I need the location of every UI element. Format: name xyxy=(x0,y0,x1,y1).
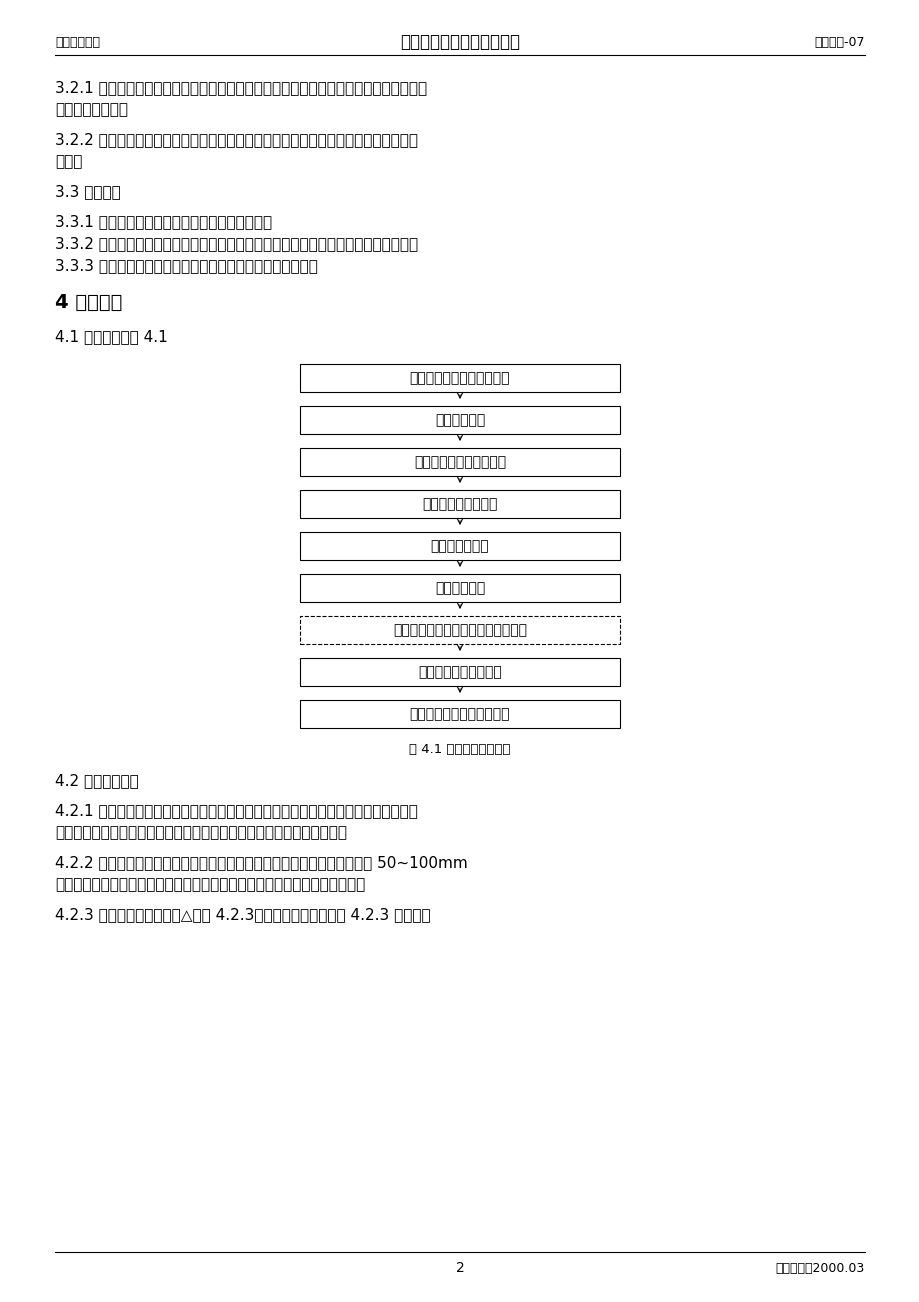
Text: 4 施工工艺: 4 施工工艺 xyxy=(55,293,122,312)
Text: 4.2.1 内管下料前，应对施工图纸各部分尺寸，技术要求，选用材料配件认真校核，合: 4.2.1 内管下料前，应对施工图纸各部分尺寸，技术要求，选用材料配件认真校核，… xyxy=(55,803,417,818)
Text: 编制日期：2000.03: 编制日期：2000.03 xyxy=(775,1262,864,1275)
FancyBboxPatch shape xyxy=(300,448,619,477)
Text: 4.2 内、外管下料: 4.2 内、外管下料 xyxy=(55,773,139,788)
Text: 工艺管道-07: 工艺管道-07 xyxy=(813,35,864,48)
FancyBboxPatch shape xyxy=(300,365,619,392)
FancyBboxPatch shape xyxy=(300,574,619,602)
Text: 恒温箱、吊车等。: 恒温箱、吊车等。 xyxy=(55,102,128,117)
Text: 压力管道安装: 压力管道安装 xyxy=(55,35,100,48)
Text: 3.3.2 安装现场的土建、设备已经安装结束，并已办理交接手续，符合管线安装条件。: 3.3.2 安装现场的土建、设备已经安装结束，并已办理交接手续，符合管线安装条件… xyxy=(55,236,417,251)
Text: 在内管上套、装外管: 在内管上套、装外管 xyxy=(422,497,497,510)
Text: 内管安装定位块、缓冲板: 内管安装定位块、缓冲板 xyxy=(414,454,505,469)
Text: 夹套管预制、安装通用工艺: 夹套管预制、安装通用工艺 xyxy=(400,33,519,51)
FancyBboxPatch shape xyxy=(300,490,619,518)
Text: 2: 2 xyxy=(455,1262,464,1275)
Text: 3.2.1 施工设备：弯管机、手提式磁力电钻、坡口机、电焊机、氩弧焊机、焊条烘干箱、: 3.2.1 施工设备：弯管机、手提式磁力电钻、坡口机、电焊机、氩弧焊机、焊条烘干… xyxy=(55,79,426,95)
Text: 3.3 作业条件: 3.3 作业条件 xyxy=(55,184,120,199)
FancyBboxPatch shape xyxy=(300,406,619,434)
Text: 外管组对、焊接、检验: 外管组对、焊接、检验 xyxy=(417,665,502,680)
Text: 内管焊接检验: 内管焊接检验 xyxy=(435,581,484,595)
Text: 4.1 施工程序见图 4.1: 4.1 施工程序见图 4.1 xyxy=(55,329,167,344)
Text: 内外管系统强度试验及吹扫: 内外管系统强度试验及吹扫 xyxy=(409,707,510,721)
Text: 图 4.1 夹套管施工程序图: 图 4.1 夹套管施工程序图 xyxy=(409,743,510,756)
FancyBboxPatch shape xyxy=(300,658,619,686)
Text: 3.3.3 管子、管件及阀门等已检验合格，符合有关规范要求。: 3.3.3 管子、管件及阀门等已检验合格，符合有关规范要求。 xyxy=(55,258,318,273)
Text: 内管组对、焊接: 内管组对、焊接 xyxy=(430,539,489,553)
Text: 内管强度试验与吹扫（焊逢隐蔽式）: 内管强度试验与吹扫（焊逢隐蔽式） xyxy=(392,622,527,637)
FancyBboxPatch shape xyxy=(300,533,619,560)
Text: 内、外管下料: 内、外管下料 xyxy=(435,413,484,427)
FancyBboxPatch shape xyxy=(300,616,619,644)
Text: 为宜。对坡度、垫片厚度、支吊架位置、焊逢布局、检测点开孔等综合考虑。: 为宜。对坡度、垫片厚度、支吊架位置、焊逢布局、检测点开孔等综合考虑。 xyxy=(55,878,365,892)
Text: 4.2.2 内外管分段制作，以方便运输和安装尺寸调整为原则。预留调整段以 50~100mm: 4.2.2 内外管分段制作，以方便运输和安装尺寸调整为原则。预留调整段以 50~… xyxy=(55,855,467,870)
Text: 理安排组对程序，制定内、外管分段切割计划，使焊逢减少到最低限度。: 理安排组对程序，制定内、外管分段切割计划，使焊逢减少到最低限度。 xyxy=(55,825,346,840)
Text: 工具。: 工具。 xyxy=(55,154,83,169)
FancyBboxPatch shape xyxy=(300,700,619,728)
Text: 材料、配件阀门检查、复验: 材料、配件阀门检查、复验 xyxy=(409,371,510,385)
Text: 4.2.3 管子端面垂直度偏差△见图 4.2.3，其偏差值不得大于表 4.2.3 的规定。: 4.2.3 管子端面垂直度偏差△见图 4.2.3，其偏差值不得大于表 4.2.3… xyxy=(55,907,430,922)
Text: 3.3.1 管线预制区域应设置组对焊接用预制平台。: 3.3.1 管线预制区域应设置组对焊接用预制平台。 xyxy=(55,214,272,229)
Text: 3.2.2 施工机具：无齿锯、磨光机、氧乙炔切割炬、水平尺弯尺、卷尺等管道施工常用: 3.2.2 施工机具：无齿锯、磨光机、氧乙炔切割炬、水平尺弯尺、卷尺等管道施工常… xyxy=(55,132,417,147)
